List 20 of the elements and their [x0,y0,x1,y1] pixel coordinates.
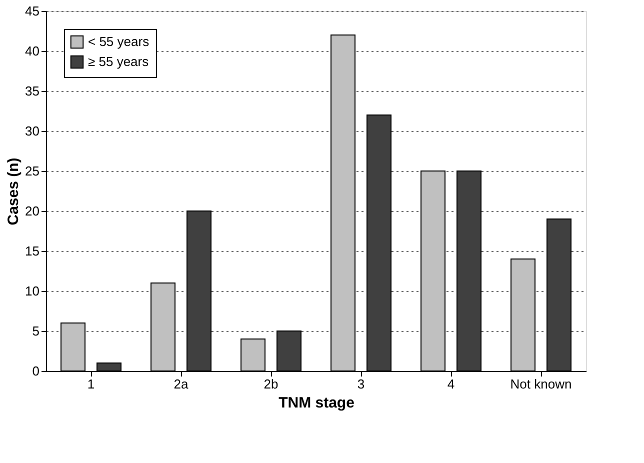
legend-label: < 55 years [88,34,150,49]
y-tick-label: 25 [25,164,40,178]
y-tick-label: 10 [25,284,40,298]
y-tick-label: 45 [25,4,40,18]
x-tick-label: 3 [357,376,365,392]
x-tick-label: 2b [264,376,278,392]
x-tick-label: Not known [510,376,572,392]
y-tick-label: 30 [25,124,40,138]
y-axis-title: Cases (n) [5,158,22,226]
x-tick-label: 4 [447,376,455,392]
y-tick-label: 40 [25,44,40,58]
x-axis-title: TNM stage [278,394,354,412]
x-tick-label: 2a [174,376,189,392]
legend-label: ≥ 55 years [88,54,150,69]
y-tick-label: 20 [25,204,40,218]
y-tick-label: 5 [32,324,40,338]
y-tick-label: 15 [25,244,40,258]
y-tick-label: 35 [25,84,40,98]
x-tick-label: 1 [87,376,95,392]
y-tick-label: 0 [32,364,40,378]
